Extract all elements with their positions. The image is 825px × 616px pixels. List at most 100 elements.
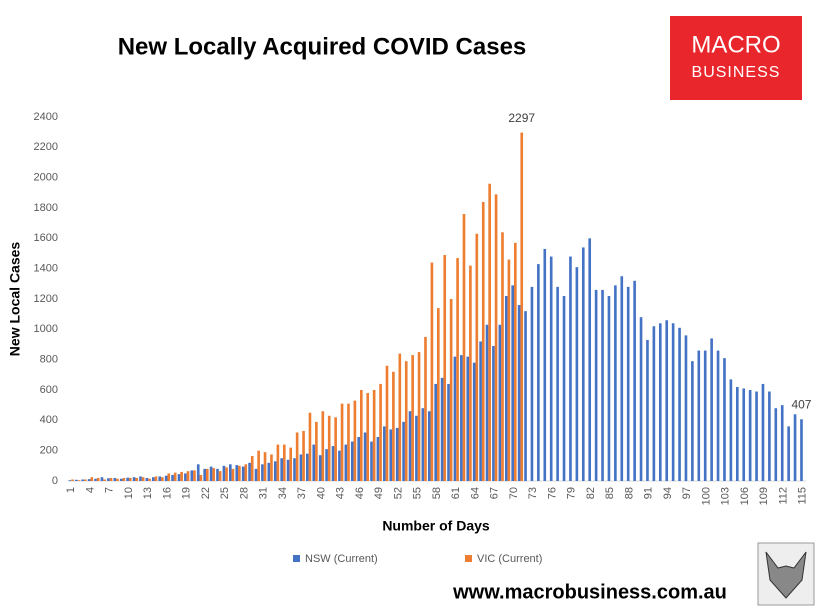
bar xyxy=(334,417,337,481)
bar xyxy=(318,455,322,481)
bar xyxy=(186,471,190,481)
x-tick-label: 7 xyxy=(104,487,116,493)
bar xyxy=(167,473,171,481)
bar xyxy=(402,421,405,481)
bar xyxy=(90,477,94,481)
x-tick-label: 40 xyxy=(315,487,327,499)
logo-text: MACRO xyxy=(691,31,780,58)
bar xyxy=(556,286,559,481)
bar xyxy=(218,471,222,481)
bar xyxy=(430,262,434,481)
bar xyxy=(755,391,758,481)
bar xyxy=(116,478,119,481)
legend-label: VIC (Current) xyxy=(477,553,542,565)
bar xyxy=(646,339,649,481)
bar xyxy=(244,464,248,481)
bar xyxy=(171,474,174,481)
bar xyxy=(68,480,72,481)
bar xyxy=(325,449,328,481)
bar xyxy=(761,383,765,481)
chart-title: New Locally Acquired COVID Cases xyxy=(118,33,527,60)
bar xyxy=(543,248,547,481)
bar xyxy=(514,242,517,481)
y-tick-label: 1800 xyxy=(34,202,58,214)
y-tick-label: 200 xyxy=(40,445,58,457)
x-tick-label: 19 xyxy=(181,487,193,499)
bar xyxy=(71,479,74,481)
bar xyxy=(293,458,296,481)
bar xyxy=(768,391,771,481)
y-tick-label: 1000 xyxy=(34,323,58,335)
x-tick-label: 67 xyxy=(489,487,501,499)
bar xyxy=(434,383,437,481)
bar xyxy=(479,341,482,481)
bar xyxy=(263,452,267,481)
bar xyxy=(588,238,592,481)
x-tick-label: 76 xyxy=(546,487,558,499)
bar xyxy=(524,311,527,481)
bar xyxy=(109,477,113,481)
bar xyxy=(177,474,181,481)
bar xyxy=(460,355,463,481)
x-tick-label: 10 xyxy=(123,487,135,499)
bar xyxy=(494,194,498,481)
y-tick-label: 400 xyxy=(40,414,58,426)
bar xyxy=(74,479,78,481)
y-tick-label: 1200 xyxy=(34,293,58,305)
x-tick-label: 1 xyxy=(65,487,77,493)
bar xyxy=(141,477,145,481)
bar xyxy=(437,308,440,481)
bar xyxy=(671,323,675,481)
x-tick-label: 58 xyxy=(431,487,443,499)
bar xyxy=(180,471,183,481)
wolf-icon xyxy=(757,542,815,606)
bar xyxy=(729,379,733,481)
bar xyxy=(562,295,566,481)
bar xyxy=(748,390,752,481)
bar xyxy=(443,255,447,481)
bar xyxy=(222,465,226,481)
bar xyxy=(392,371,395,481)
bar xyxy=(472,362,476,481)
bar xyxy=(327,415,331,481)
bar xyxy=(449,299,453,481)
x-tick-label: 100 xyxy=(700,487,712,505)
bar xyxy=(697,350,701,481)
bar xyxy=(716,350,720,481)
bar xyxy=(421,408,425,481)
bar xyxy=(193,470,196,481)
bar xyxy=(456,258,459,481)
bar xyxy=(415,415,418,481)
bar xyxy=(601,289,604,481)
bar xyxy=(678,327,681,481)
bar xyxy=(139,476,142,481)
bar xyxy=(620,276,624,481)
bar xyxy=(87,479,91,481)
data-label: 407 xyxy=(791,397,811,411)
x-tick-label: 91 xyxy=(643,487,655,499)
bar xyxy=(331,446,335,481)
y-tick-label: 1600 xyxy=(34,232,58,244)
bar xyxy=(742,388,746,481)
legend-swatch xyxy=(293,555,300,562)
bar xyxy=(372,390,376,481)
bar xyxy=(286,459,290,481)
bar xyxy=(614,285,617,481)
bar xyxy=(248,462,251,481)
x-tick-label: 31 xyxy=(258,487,270,499)
bar xyxy=(199,474,203,481)
bar xyxy=(504,295,508,481)
bar xyxy=(338,450,341,481)
bar xyxy=(652,326,656,481)
x-tick-label: 109 xyxy=(758,487,770,505)
bar xyxy=(128,477,132,481)
bar xyxy=(212,468,216,481)
logo-box xyxy=(670,16,802,100)
logo-text: BUSINESS xyxy=(692,64,781,81)
bar xyxy=(517,305,521,481)
bar xyxy=(126,477,129,481)
bar xyxy=(492,346,495,481)
y-tick-label: 2000 xyxy=(34,172,58,184)
bar xyxy=(440,377,444,481)
